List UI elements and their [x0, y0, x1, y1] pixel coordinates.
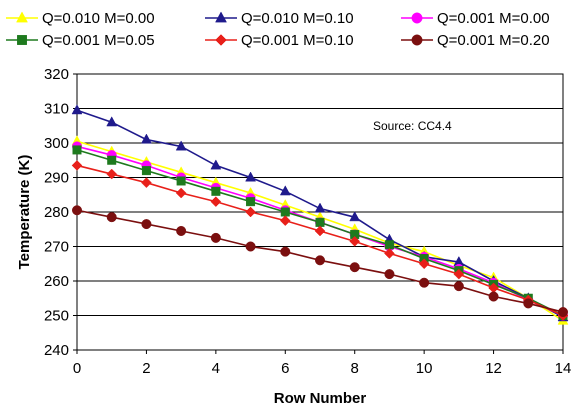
- data-point: [418, 258, 430, 270]
- data-point: [523, 298, 534, 309]
- y-tick-label: 270: [44, 239, 69, 256]
- data-point: [280, 207, 290, 217]
- data-point: [175, 140, 187, 151]
- legend-item: Q=0.001 M=0.20: [401, 32, 550, 49]
- data-point: [384, 269, 395, 280]
- data-point: [453, 268, 465, 280]
- series-6: [72, 205, 568, 318]
- data-point: [175, 187, 187, 199]
- x-axis-title: Row Number: [274, 390, 367, 407]
- data-point: [279, 215, 291, 226]
- x-tick-label: 14: [555, 360, 572, 377]
- x-tick-label: 12: [485, 360, 502, 377]
- y-tick-label: 260: [44, 273, 69, 290]
- data-point: [210, 159, 222, 170]
- x-tick-label: 4: [212, 360, 220, 377]
- data-point: [315, 255, 325, 266]
- x-tick-label: 2: [142, 360, 150, 377]
- legend-item: Q=0.010 M=0.00: [6, 10, 155, 27]
- data-point: [245, 206, 256, 218]
- data-point: [349, 262, 360, 273]
- data-point: [141, 177, 152, 189]
- data-point: [384, 240, 394, 250]
- legend-item: Q=0.001 M=0.05: [6, 32, 155, 49]
- data-point: [71, 160, 83, 171]
- data-point: [245, 171, 256, 182]
- y-tick-label: 280: [44, 204, 69, 221]
- source-annotation: Source: CC4.4: [373, 119, 452, 133]
- data-point: [141, 166, 151, 176]
- data-point: [246, 197, 256, 207]
- y-tick-label: 300: [44, 135, 69, 152]
- data-point: [314, 202, 326, 213]
- x-tick-label: 6: [281, 360, 289, 377]
- legend-label: Q=0.001 M=0.10: [241, 32, 354, 49]
- y-tick-label: 320: [44, 66, 69, 83]
- axis-ticks: 240 250 260 270 280 290 300 310 320 0 2 4 6 8 10 12 14: [44, 66, 571, 377]
- data-point: [349, 211, 361, 222]
- data-point: [314, 225, 326, 237]
- legend-marker: [411, 12, 423, 24]
- legend-label: Q=0.001 M=0.05: [42, 32, 155, 49]
- x-tick-label: 10: [416, 360, 433, 377]
- gridlines: [77, 73, 563, 351]
- data-point: [558, 307, 568, 318]
- legend-marker: [215, 34, 227, 46]
- y-tick-label: 240: [44, 342, 69, 359]
- series-lines: [71, 104, 569, 325]
- legend-label: Q=0.001 M=0.00: [437, 10, 550, 27]
- data-point: [419, 277, 430, 288]
- data-point: [349, 235, 361, 247]
- data-point: [72, 205, 82, 216]
- legend-item: Q=0.010 M=0.10: [205, 10, 354, 27]
- y-tick-label: 310: [44, 101, 69, 118]
- data-point: [141, 219, 152, 230]
- data-point: [384, 248, 395, 259]
- legend-marker: [215, 11, 227, 23]
- data-point: [107, 155, 117, 165]
- data-point: [106, 212, 117, 223]
- y-tick-label: 290: [44, 170, 69, 187]
- data-point: [279, 185, 291, 196]
- data-point: [210, 232, 221, 243]
- data-point: [71, 104, 83, 115]
- data-point: [280, 246, 291, 257]
- data-point: [176, 225, 187, 236]
- data-point: [315, 217, 325, 227]
- data-point: [106, 116, 118, 127]
- data-point: [106, 168, 118, 180]
- data-point: [488, 291, 499, 302]
- x-tick-label: 0: [73, 360, 81, 377]
- data-point: [72, 145, 82, 155]
- legend-marker: [16, 11, 28, 23]
- data-point: [141, 133, 152, 144]
- data-point: [245, 241, 256, 252]
- data-point: [453, 281, 464, 292]
- legend-label: Q=0.010 M=0.10: [241, 10, 354, 27]
- legend-label: Q=0.001 M=0.20: [437, 32, 550, 49]
- data-point: [176, 176, 186, 186]
- legend-label: Q=0.010 M=0.00: [42, 10, 155, 27]
- data-point: [211, 186, 221, 196]
- y-axis-title: Temperature (K): [16, 155, 33, 270]
- legend-marker: [17, 35, 27, 45]
- x-tick-label: 8: [351, 360, 359, 377]
- legend-item: Q=0.001 M=0.00: [401, 10, 550, 27]
- legend-marker: [411, 34, 423, 46]
- y-tick-label: 250: [44, 308, 69, 325]
- legend: Q=0.010 M=0.00 Q=0.010 M=0.10 Q=0.001 M=0.…: [6, 10, 550, 49]
- data-point: [210, 196, 222, 208]
- legend-item: Q=0.001 M=0.10: [205, 32, 354, 49]
- series-5: [71, 160, 569, 321]
